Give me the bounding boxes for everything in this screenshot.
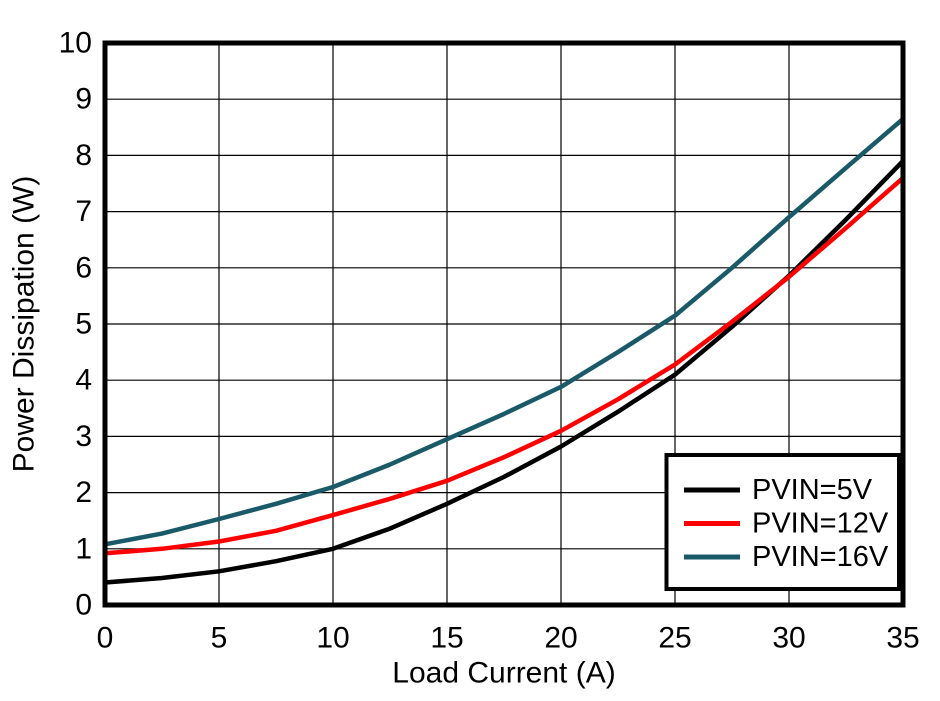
y-tick-label-4: 4 xyxy=(75,364,92,397)
legend-label-pvin-16v: PVIN=16V xyxy=(752,541,889,573)
y-tick-label-9: 9 xyxy=(75,83,92,116)
x-tick-label-25: 25 xyxy=(658,622,691,655)
y-tick-label-7: 7 xyxy=(75,195,92,228)
y-tick-label-0: 0 xyxy=(75,589,92,622)
legend-box xyxy=(664,453,901,591)
x-tick-label-15: 15 xyxy=(430,622,463,655)
y-tick-label-2: 2 xyxy=(75,476,92,509)
y-tick-label-6: 6 xyxy=(75,251,92,284)
y-tick-label-1: 1 xyxy=(75,532,92,565)
legend-label-pvin-12v: PVIN=12V xyxy=(752,508,889,540)
legend-label-pvin-5v: PVIN=5V xyxy=(752,474,873,506)
x-tick-label-0: 0 xyxy=(97,622,114,655)
y-tick-label-5: 5 xyxy=(75,308,92,341)
x-tick-label-20: 20 xyxy=(544,622,577,655)
plot-border xyxy=(102,40,906,608)
series-line-pvin-16v xyxy=(104,117,905,547)
x-tick-label-30: 30 xyxy=(772,622,805,655)
series-line-pvin-12v xyxy=(104,176,905,556)
x-tick-label-5: 5 xyxy=(211,622,228,655)
y-tick-label-3: 3 xyxy=(75,420,92,453)
x-tick-label-10: 10 xyxy=(316,622,349,655)
y-axis-title: Power Dissipation (W) xyxy=(8,176,41,473)
y-tick-label-10: 10 xyxy=(59,27,92,60)
y-tick-label-8: 8 xyxy=(75,139,92,172)
x-tick-label-35: 35 xyxy=(886,622,919,655)
x-axis-title: Load Current (A) xyxy=(392,657,615,690)
